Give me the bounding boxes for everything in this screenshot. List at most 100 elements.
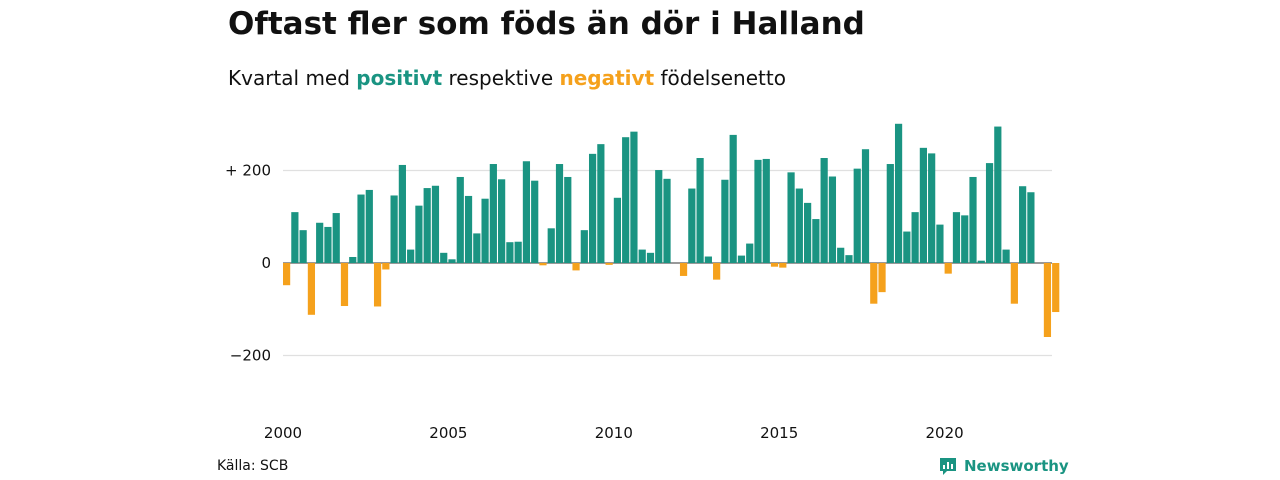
- bar: [456, 176, 464, 263]
- bar: [1010, 263, 1018, 304]
- bar: [613, 197, 621, 263]
- bar: [506, 242, 514, 263]
- bar: [407, 249, 415, 263]
- y-tick-label: 0: [261, 254, 271, 272]
- bar: [283, 263, 291, 286]
- bar: [415, 205, 423, 263]
- bar: [952, 212, 961, 264]
- bar: [489, 164, 497, 263]
- bar: [795, 188, 803, 263]
- bar: [291, 212, 299, 264]
- subtitle-positive-word: positivt: [356, 66, 443, 90]
- bar: [655, 170, 663, 263]
- bar: [977, 260, 985, 263]
- bar: [787, 172, 795, 263]
- subtitle-suffix: födelsenetto: [660, 66, 786, 90]
- bar: [903, 231, 911, 263]
- chart-subtitle: Kvartal med positivt respektive negativt…: [228, 66, 786, 90]
- y-tick-label: + 200: [225, 162, 271, 180]
- bar: [1052, 263, 1060, 313]
- bar: [853, 168, 861, 263]
- bar: [861, 149, 870, 263]
- bar: [365, 189, 373, 264]
- bar: [746, 243, 754, 263]
- bar: [539, 263, 547, 266]
- x-tick-label: 2005: [429, 424, 467, 442]
- bar: [580, 230, 588, 263]
- bar: [307, 263, 316, 315]
- bar: [464, 195, 473, 263]
- bar: [382, 263, 390, 270]
- bar: [779, 263, 787, 268]
- bar: [431, 185, 440, 263]
- bar: [688, 188, 696, 263]
- bar: [588, 153, 597, 263]
- bar: [440, 252, 448, 263]
- subtitle-negative-word: negativt: [559, 66, 655, 90]
- bar: [498, 179, 506, 263]
- subtitle-prefix: Kvartal med: [228, 66, 350, 90]
- y-tick-label: −200: [230, 347, 271, 365]
- bar: [820, 158, 828, 263]
- bar: [622, 137, 630, 263]
- brand-logo: Newsworthy: [938, 456, 1069, 476]
- bar: [770, 263, 779, 267]
- bar: [373, 263, 382, 307]
- brand-name: Newsworthy: [964, 457, 1069, 475]
- bar: [961, 215, 969, 263]
- bar: [564, 176, 572, 263]
- source-note: Källa: SCB: [217, 458, 289, 474]
- bar: [390, 195, 398, 263]
- bar: [737, 255, 746, 263]
- bar: [357, 194, 365, 263]
- bar: [663, 178, 671, 263]
- bar: [812, 219, 820, 263]
- x-tick-label: 2015: [760, 424, 798, 442]
- x-tick-label: 2000: [264, 424, 302, 442]
- bar: [630, 131, 638, 263]
- chart-title: Oftast fler som föds än dör i Halland: [228, 6, 865, 42]
- bar: [994, 126, 1002, 263]
- bar: [828, 176, 837, 263]
- bar: [804, 202, 812, 264]
- bar: [928, 153, 936, 263]
- x-tick-label: 2010: [595, 424, 633, 442]
- bar: [448, 259, 456, 263]
- bar: [481, 198, 489, 263]
- bar: [704, 256, 712, 263]
- bar: [531, 180, 539, 264]
- bar: [646, 252, 655, 263]
- bar: [985, 163, 994, 263]
- bar: [514, 241, 522, 263]
- bar: [340, 263, 349, 307]
- bar: [919, 147, 927, 263]
- bar: [696, 158, 704, 263]
- bar: [721, 179, 729, 263]
- bar: [316, 222, 324, 263]
- bar: [332, 213, 340, 263]
- bar: [349, 256, 357, 263]
- bar: [713, 263, 721, 280]
- bar: [870, 263, 878, 304]
- chart-logo-icon: [940, 458, 956, 475]
- bar: [679, 263, 688, 276]
- bar: [894, 123, 903, 263]
- bar: [1019, 186, 1027, 263]
- bar: [762, 158, 770, 263]
- bar: [299, 230, 307, 263]
- bar: [597, 144, 605, 263]
- bar: [837, 247, 845, 263]
- bar: [911, 212, 919, 264]
- bar: [547, 228, 555, 263]
- bar: [969, 176, 977, 263]
- x-tick-label: 2020: [926, 424, 964, 442]
- bar: [754, 159, 762, 263]
- bar: [729, 134, 737, 263]
- subtitle-middle: respektive: [448, 66, 554, 90]
- bar: [1043, 263, 1052, 337]
- bar: [398, 164, 406, 263]
- bar: [944, 263, 952, 274]
- bar: [1027, 192, 1035, 263]
- bar: [324, 226, 332, 264]
